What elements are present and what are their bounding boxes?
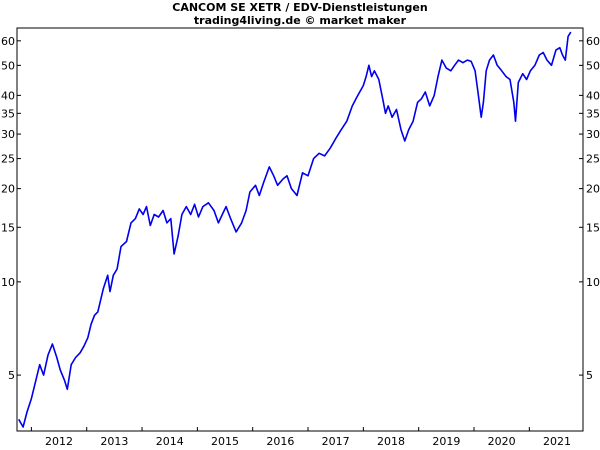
y-axis: 5 5 10 10 15 15 20 20 25 25 30 30 35 35 40 40 50 50 60 60 bbox=[1, 35, 600, 382]
y-tick-label-right: 50 bbox=[586, 59, 600, 72]
y-tick-label-right: 15 bbox=[586, 221, 600, 234]
x-tick-label: 2017 bbox=[322, 435, 350, 448]
price-series-line bbox=[18, 31, 572, 428]
x-tick-label: 2019 bbox=[432, 435, 460, 448]
x-tick-label: 2013 bbox=[100, 435, 128, 448]
chart-subtitle: trading4living.de © market maker bbox=[194, 14, 407, 27]
y-tick-label-left: 5 bbox=[8, 369, 15, 382]
y-tick-label-left: 40 bbox=[1, 89, 15, 102]
x-tick-label: 2021 bbox=[543, 435, 571, 448]
y-tick-label-left: 35 bbox=[1, 107, 15, 120]
y-tick-label-right: 40 bbox=[586, 89, 600, 102]
y-tick-label-right: 20 bbox=[586, 183, 600, 196]
y-tick-label-right: 30 bbox=[586, 128, 600, 141]
x-tick-label: 2016 bbox=[266, 435, 294, 448]
y-tick-label-left: 30 bbox=[1, 128, 15, 141]
y-tick-label-right: 5 bbox=[586, 369, 593, 382]
y-tick-label-right: 25 bbox=[586, 153, 600, 166]
y-tick-label-left: 60 bbox=[1, 35, 15, 48]
y-tick-label-right: 60 bbox=[586, 35, 600, 48]
y-tick-label-left: 10 bbox=[1, 276, 15, 289]
x-tick-label: 2012 bbox=[45, 435, 73, 448]
x-tick-label: 2015 bbox=[211, 435, 239, 448]
x-tick-label: 2018 bbox=[377, 435, 405, 448]
x-tick-label: 2020 bbox=[488, 435, 516, 448]
y-tick-label-right: 35 bbox=[586, 107, 600, 120]
y-tick-label-left: 25 bbox=[1, 153, 15, 166]
x-axis: 2012 2013 2014 2015 2016 2017 2018 2019 2020 2021 bbox=[30, 427, 571, 448]
y-tick-label-left: 20 bbox=[1, 183, 15, 196]
x-tick-label: 2014 bbox=[156, 435, 184, 448]
y-tick-label-left: 15 bbox=[1, 221, 15, 234]
y-tick-label-left: 50 bbox=[1, 59, 15, 72]
plot-frame bbox=[16, 27, 584, 432]
y-tick-label-right: 10 bbox=[586, 276, 600, 289]
chart-title: CANCOM SE XETR / EDV-Dienstleistungen bbox=[172, 1, 427, 14]
